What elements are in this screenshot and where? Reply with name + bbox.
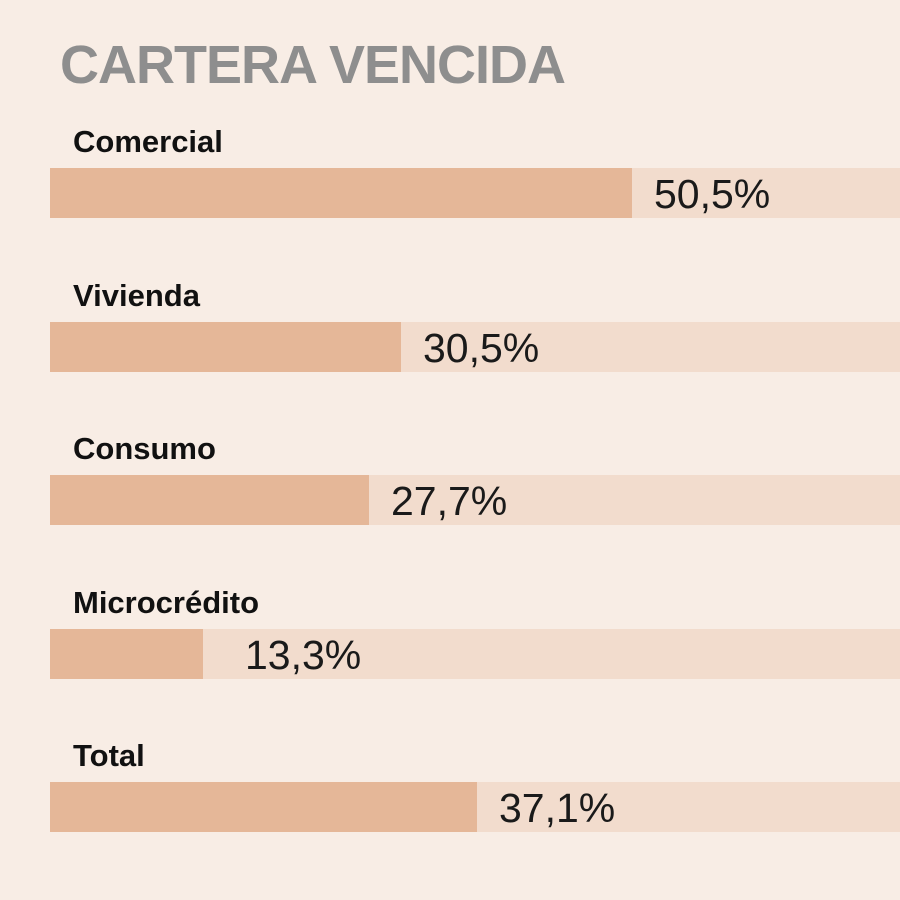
- bar: [50, 321, 401, 372]
- bar-value-label: 30,5%: [423, 324, 540, 371]
- bar: [50, 782, 477, 832]
- bar: [50, 475, 369, 525]
- bar-value-label: 13,3%: [245, 631, 362, 678]
- bar-track: 27,7%: [50, 475, 900, 525]
- bar-track: 50,5%: [50, 168, 900, 218]
- bar: [50, 628, 203, 679]
- chart-title: CARTERA VENCIDA: [60, 35, 566, 95]
- category-label: Comercial: [73, 124, 223, 159]
- bar-track: 37,1%: [50, 782, 900, 832]
- bar-value-label: 37,1%: [499, 785, 616, 831]
- bar-value-label: 27,7%: [391, 478, 508, 524]
- bar-track: 30,5%: [50, 321, 900, 372]
- category-label: Vivienda: [73, 277, 200, 313]
- bar: [50, 168, 632, 218]
- category-label: Total: [73, 738, 145, 773]
- bar-track: 13,3%: [50, 628, 900, 679]
- category-label: Microcrédito: [73, 584, 260, 620]
- category-label: Consumo: [73, 431, 216, 466]
- bar-value-label: 50,5%: [654, 171, 771, 217]
